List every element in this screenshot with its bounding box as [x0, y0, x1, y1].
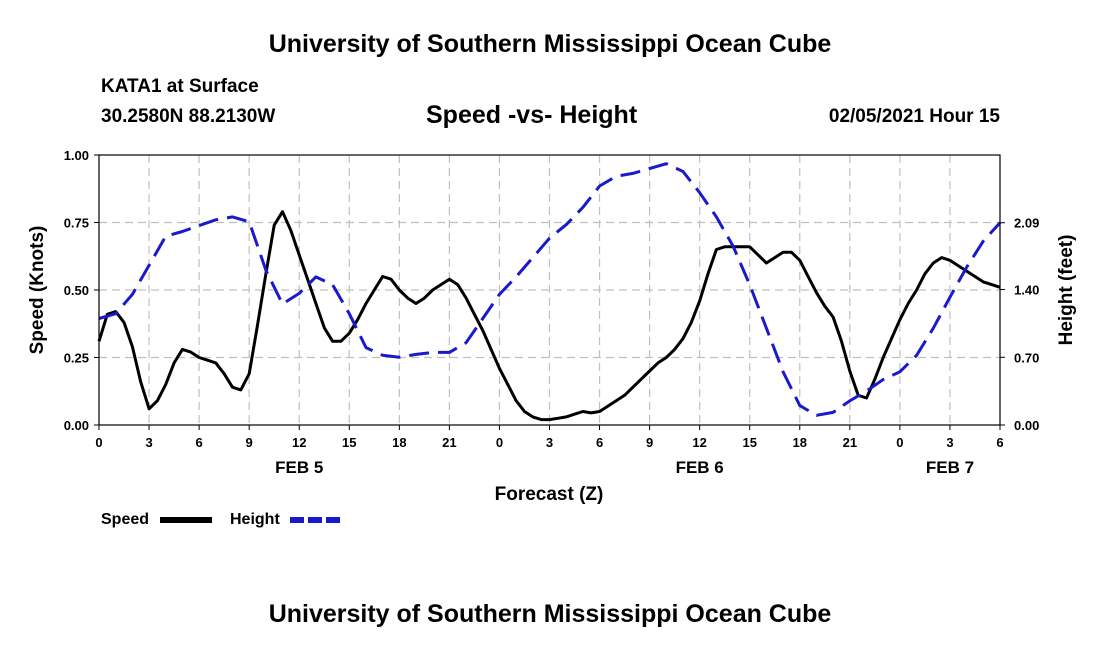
x-tick-label: 21 — [843, 435, 857, 450]
y-left-tick-label: 0.25 — [64, 351, 89, 366]
grid-lines — [99, 155, 1000, 425]
x-tick-label: 6 — [996, 435, 1003, 450]
day-label: FEB 7 — [926, 458, 974, 477]
x-tick-label: 6 — [195, 435, 202, 450]
coordinates-label: 30.2580N 88.2130W — [101, 106, 276, 127]
y-axis-right-label: Height (feet) — [1056, 235, 1077, 346]
x-tick-label: 3 — [145, 435, 152, 450]
x-tick-label: 15 — [742, 435, 756, 450]
y-axis-left-label: Speed (Knots) — [27, 226, 48, 355]
day-label: FEB 6 — [676, 458, 724, 477]
x-tick-label: 9 — [646, 435, 653, 450]
x-tick-label: 12 — [692, 435, 706, 450]
y-right-tick-label: 2.09 — [1014, 216, 1039, 231]
y-left-tick-label: 1.00 — [64, 148, 89, 163]
x-tick-label: 12 — [292, 435, 306, 450]
y-right-tick-label: 1.40 — [1014, 283, 1039, 298]
x-tick-label: 18 — [392, 435, 406, 450]
x-tick-label: 15 — [342, 435, 356, 450]
footer-title: University of Southern Mississippi Ocean… — [268, 600, 832, 628]
station-label: KATA1 at Surface — [101, 76, 259, 97]
x-tick-label: 6 — [596, 435, 603, 450]
y-right-tick-label: 0.70 — [1014, 350, 1039, 365]
x-tick-label: 21 — [442, 435, 456, 450]
y-left-tick-label: 0.00 — [64, 418, 89, 433]
y-left-tick-label: 0.75 — [64, 216, 89, 231]
legend-speed-label: Speed — [101, 511, 149, 528]
x-tick-label: 3 — [946, 435, 953, 450]
y-right-tick-label: 0.00 — [1014, 418, 1039, 433]
header-title: University of Southern Mississippi Ocean… — [268, 30, 832, 58]
x-tick-label: 0 — [896, 435, 903, 450]
series-lines — [97, 162, 1002, 422]
y-left-tick-label: 0.50 — [64, 283, 89, 298]
axis-ticks: 0 3 6 9 12 15 18 21 0 3 6 9 12 15 18 21 0 3 6 0.00 0.25 0.50 0… — [64, 148, 1040, 477]
speed-series-line — [97, 210, 1001, 422]
forecast-datetime: 02/05/2021 Hour 15 — [828, 106, 1000, 127]
x-tick-label: 9 — [246, 435, 253, 450]
height-series-line — [98, 162, 1002, 417]
day-label: FEB 5 — [275, 458, 323, 477]
chart-legend: Speed Height — [101, 511, 342, 528]
x-tick-label: 0 — [496, 435, 503, 450]
x-tick-label: 18 — [793, 435, 807, 450]
x-tick-label: 0 — [95, 435, 102, 450]
x-axis-label: Forecast (Z) — [495, 484, 604, 505]
chart-title: Speed -vs- Height — [426, 101, 638, 129]
legend-height-label: Height — [230, 511, 280, 528]
x-tick-label: 3 — [546, 435, 553, 450]
